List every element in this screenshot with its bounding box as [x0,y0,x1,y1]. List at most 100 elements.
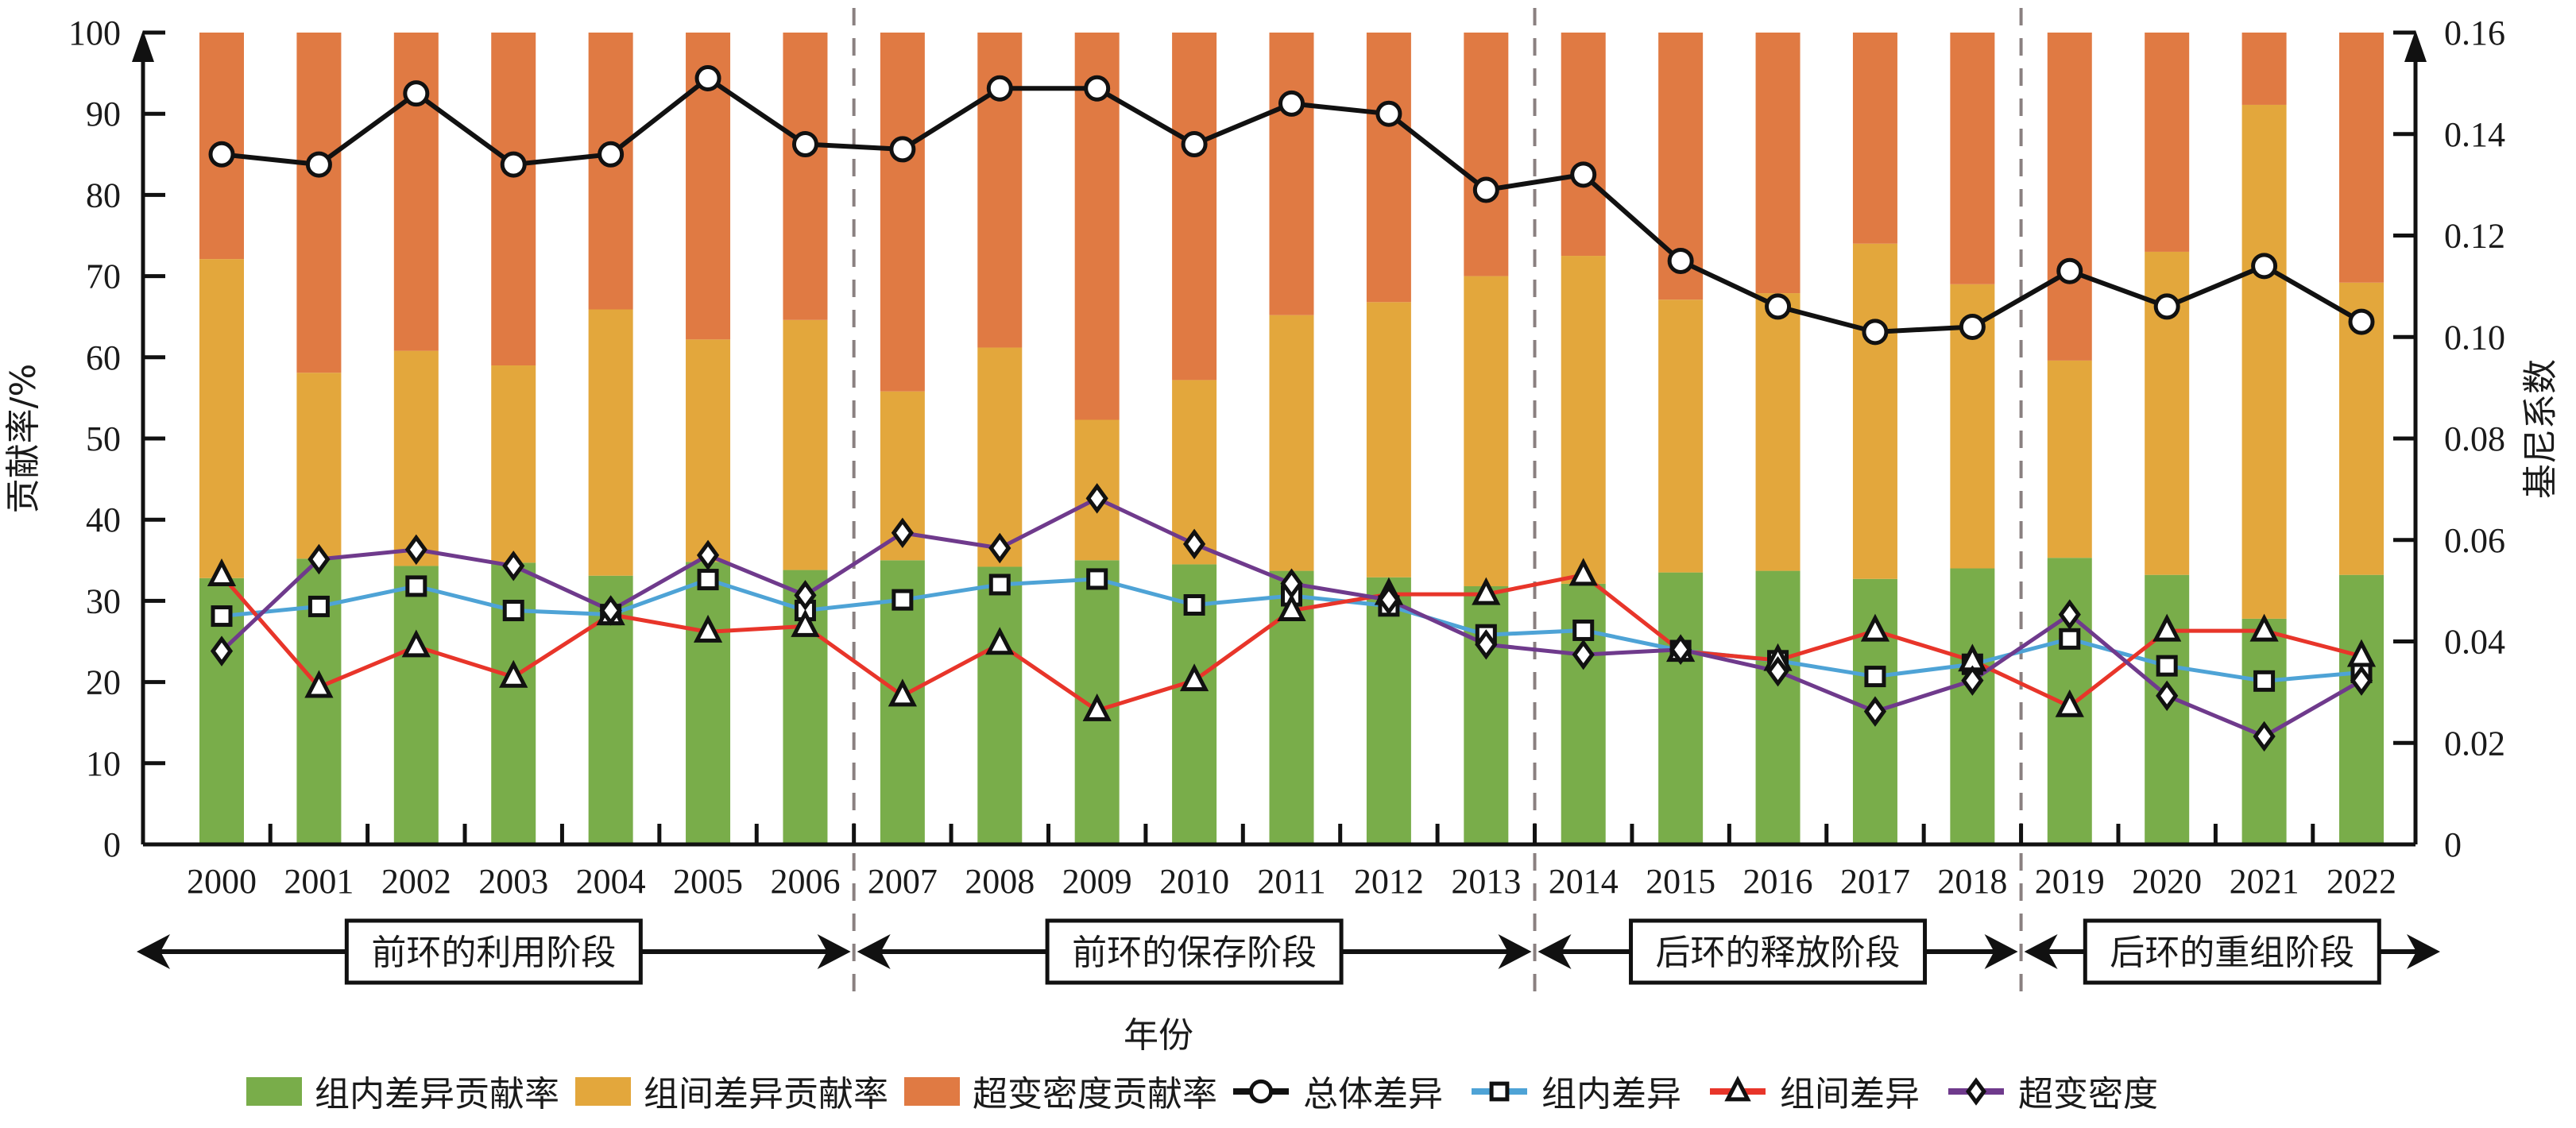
stage-box [344,918,643,985]
bar-segment-3 [1269,33,1314,315]
circle-marker [1181,131,1208,158]
diamond-marker [2058,599,2081,630]
legend-label: 组间差异贡献率 [644,1074,888,1114]
circle-marker [1084,75,1111,102]
x-tick-label: 2004 [576,862,646,901]
stage-box [2083,918,2381,985]
triangle-marker [1179,663,1209,692]
x-tick-label: 2003 [478,862,548,901]
bar-segment-1 [393,566,439,844]
x-tick-label: 2009 [1062,862,1132,901]
triangle-marker [791,608,820,637]
square-marker [1572,619,1595,641]
y2-tick-label: 0.02 [2444,724,2505,763]
circle-marker [889,136,916,163]
triangle-marker [1277,593,1306,622]
bars-layer [199,33,2384,844]
triangle-marker [207,558,237,586]
square-marker [697,569,719,591]
bar-segment-3 [393,33,439,351]
triangle-marker [693,614,723,643]
square-marker [1183,594,1205,616]
circle-marker [1375,100,1402,127]
bar-segment-3 [296,33,342,373]
bar-segment-3 [1366,33,1411,303]
circle-marker [1570,161,1597,188]
x-tick-label: 2011 [1257,862,1325,901]
stage-label: 后环的重组阶段 [2110,933,2354,973]
square-marker [405,575,427,597]
square-marker [502,600,524,622]
diamond-marker [1085,483,1108,514]
circle-marker [1667,247,1694,274]
y2-tick-label: 0.10 [2444,318,2505,357]
triangle-marker [888,678,917,707]
circle-marker [598,141,625,168]
y2-tick-label: 0.12 [2444,217,2505,256]
y2-tick-label: 0.08 [2444,419,2505,458]
bar-segment-3 [2047,33,2092,361]
diamond-marker [696,539,720,571]
x-tick-label: 2018 [1937,862,2007,901]
x-tick-label: 2021 [2230,862,2299,901]
bar-segment-3 [588,33,633,310]
x-tick-label: 2000 [187,862,257,901]
diamond-marker [1572,639,1595,670]
triangle-marker [2152,613,2182,642]
x-tick-label: 2001 [284,862,354,901]
circle-marker [2056,257,2083,284]
triangle-marker [499,659,528,688]
circle-marker [2153,293,2180,320]
stage-arrow-right [2407,934,2440,969]
circle-marker [1472,176,1499,203]
circle-marker [1248,1079,1274,1104]
square-marker [1489,1081,1510,1102]
bar-segment-2 [1561,256,1606,584]
x-tick-label: 2017 [1840,862,1910,901]
stage-box [1629,918,1928,985]
diamond-marker [988,532,1011,564]
right-y-axis-arrow [2404,30,2427,62]
bar-segment-3 [1950,33,1995,284]
bar-segment-3 [880,33,925,392]
bar-segment-2 [977,347,1023,567]
y-tick-label: 30 [86,581,121,620]
circle-marker [986,75,1013,102]
x-ticks: 2000 2001 2002 2003 2004 2005 2006 2007 2008 2009… [187,824,2396,901]
y-tick-label: 40 [86,500,121,539]
right-y-ticks: 0 0.02 0.04 0.06 0.08 0.10 0.12 0.14 0.16 [2393,14,2505,864]
bar-segment-1 [977,566,1023,844]
stage-arrow-left [857,934,891,969]
stage-arrow-right [1984,934,2018,969]
x-tick-label: 2020 [2132,862,2202,901]
triangle-marker [304,670,334,698]
triangle-marker [1724,1076,1751,1102]
bar-segment-3 [783,33,828,320]
y-tick-label: 100 [68,14,121,52]
bar-segment-3 [1852,33,1897,244]
bar-segment-1 [1950,568,1995,844]
triangle-marker [1568,558,1598,586]
square-marker [307,595,330,617]
legend-label: 组内差异贡献率 [315,1074,559,1114]
x-tick-label: 2013 [1451,862,1521,901]
triangle-marker [2249,613,2279,642]
bar-segment-1 [1755,570,1800,844]
y-tick-label: 20 [86,663,121,702]
x-tick-label: 2002 [381,862,451,901]
diamond-marker [1182,528,1206,560]
bar-segment-2 [2241,104,2287,619]
triangle-marker [985,627,1015,655]
bar-segment-2 [296,373,342,559]
bar-segment-3 [2241,33,2287,105]
bar-segment-3 [2145,33,2190,252]
diamond-marker [891,517,914,549]
circle-marker [500,151,527,178]
y2-tick-label: 0 [2444,825,2462,864]
diamond-marker [1961,665,1984,696]
stage-annotations: 前环的利用阶段 前环的保存阶段 后环的释放阶段 后环的重组阶段 [137,918,2440,985]
bar-segment-3 [491,33,536,366]
y2-tick-label: 0.16 [2444,14,2505,52]
bar-segment-2 [1366,302,1411,578]
